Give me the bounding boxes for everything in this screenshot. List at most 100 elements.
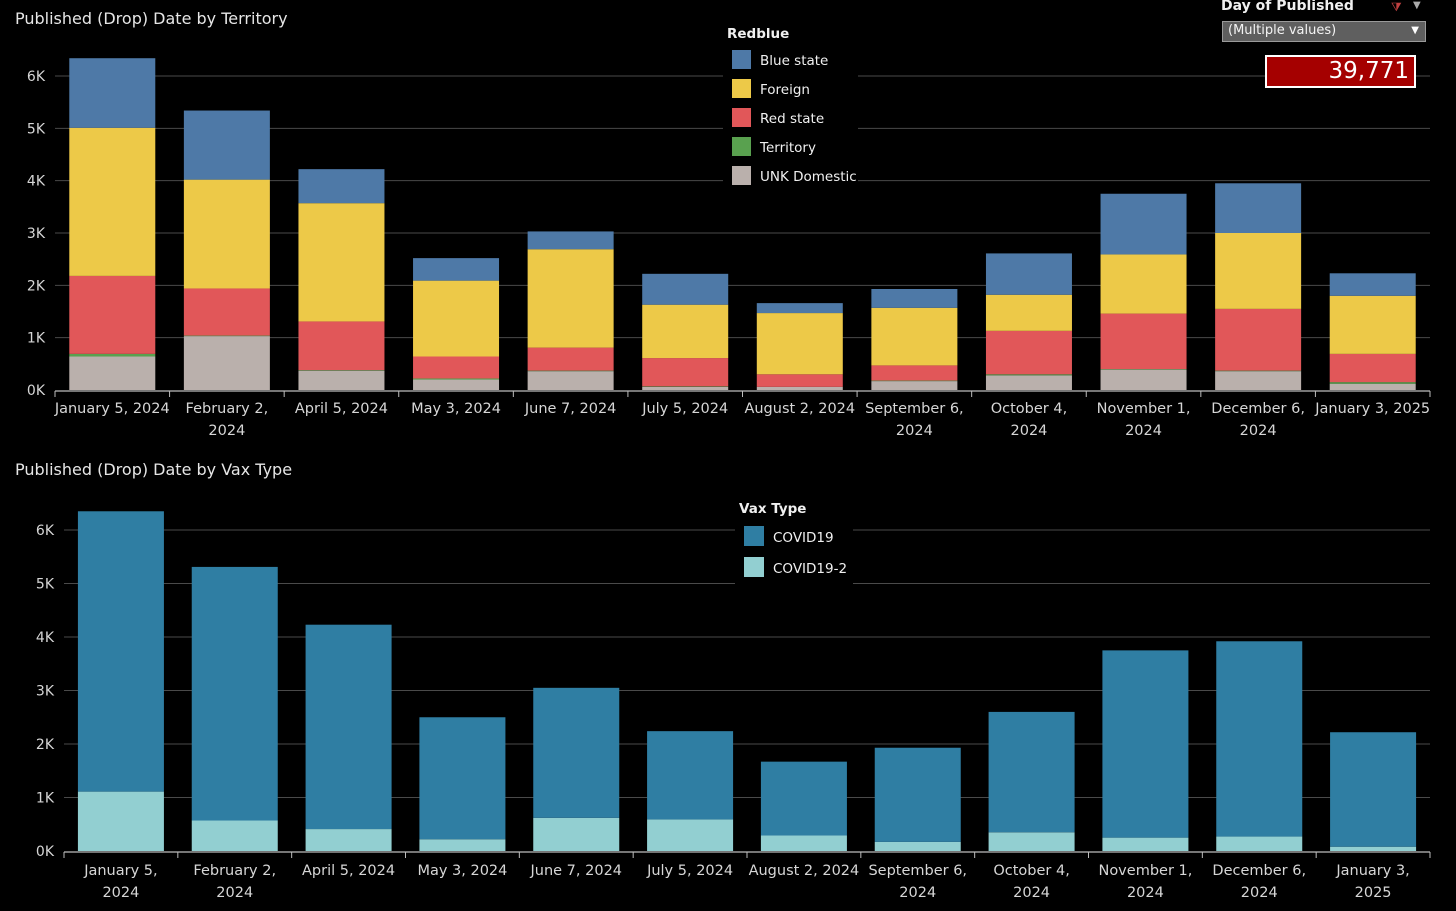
bar-segment-unk-domestic[interactable] (69, 356, 156, 390)
bar-segment-foreign[interactable] (756, 313, 843, 375)
legend-item-label[interactable]: Foreign (760, 82, 810, 98)
bar-segment-foreign[interactable] (985, 294, 1072, 331)
bar-segment-foreign[interactable] (183, 179, 270, 289)
legend-swatch[interactable] (732, 50, 751, 69)
bar-segment-unk-domestic[interactable] (413, 379, 500, 390)
bar-segment-unk-domestic[interactable] (642, 386, 729, 390)
bar-segment-unk-domestic[interactable] (1215, 371, 1302, 390)
bar-segment-territory[interactable] (985, 374, 1072, 376)
bar-segment-blue-state[interactable] (298, 169, 385, 204)
bar-segment-blue-state[interactable] (1329, 273, 1416, 296)
bar-segment-covid19-2[interactable] (647, 819, 734, 851)
bar-segment-foreign[interactable] (642, 304, 729, 359)
bar-segment-foreign[interactable] (413, 280, 500, 357)
legend-swatch[interactable] (732, 108, 751, 127)
bar-segment-foreign[interactable] (527, 249, 614, 348)
bar-segment-covid19-2[interactable] (533, 817, 620, 851)
bar-segment-unk-domestic[interactable] (871, 381, 958, 390)
bar-segment-covid19[interactable] (533, 687, 620, 818)
filter-clear-icon[interactable]: ⧩ (1391, 0, 1402, 14)
bar-segment-red-state[interactable] (183, 288, 270, 336)
bar-segment-red-state[interactable] (298, 321, 385, 371)
bar-segment-red-state[interactable] (69, 275, 156, 354)
bar-segment-unk-domestic[interactable] (1100, 369, 1187, 390)
bar-segment-blue-state[interactable] (871, 288, 958, 308)
bar-segment-territory[interactable] (69, 353, 156, 357)
legend-swatch[interactable] (744, 526, 764, 546)
bar-segment-territory[interactable] (1215, 370, 1302, 372)
bar-segment-covid19[interactable] (988, 711, 1075, 833)
bar-segment-covid19[interactable] (191, 566, 278, 821)
legend-swatch[interactable] (744, 557, 764, 577)
legend-swatch[interactable] (732, 166, 751, 185)
legend-swatch[interactable] (732, 137, 751, 156)
bar-segment-unk-domestic[interactable] (298, 370, 385, 390)
bar-segment-covid19-2[interactable] (760, 835, 847, 851)
legend-item-label[interactable]: Blue state (760, 53, 828, 69)
bar-segment-unk-domestic[interactable] (756, 386, 843, 390)
bar-segment-red-state[interactable] (413, 356, 500, 379)
bar-segment-covid19-2[interactable] (419, 839, 506, 851)
bar-segment-covid19-2[interactable] (191, 820, 278, 851)
bar-segment-blue-state[interactable] (183, 110, 270, 180)
bar-segment-blue-state[interactable] (1100, 193, 1187, 255)
bar-segment-covid19-2[interactable] (1330, 846, 1417, 851)
bar-segment-red-state[interactable] (1100, 313, 1187, 370)
legend-swatch[interactable] (732, 79, 751, 98)
legend-item-label[interactable]: COVID19 (773, 530, 834, 546)
bar-segment-covid19-2[interactable] (305, 829, 392, 851)
bar-segment-red-state[interactable] (527, 347, 614, 371)
bar-segment-foreign[interactable] (871, 307, 958, 366)
bar-segment-foreign[interactable] (1215, 233, 1302, 309)
bar-segment-blue-state[interactable] (642, 273, 729, 305)
bar-segment-territory[interactable] (298, 370, 385, 371)
bar-segment-covid19[interactable] (419, 717, 506, 840)
bar-segment-blue-state[interactable] (413, 258, 500, 281)
bar-segment-blue-state[interactable] (756, 303, 843, 314)
legend-item-label[interactable]: Red state (760, 111, 824, 127)
bar-segment-covid19[interactable] (760, 761, 847, 836)
bar-segment-blue-state[interactable] (985, 253, 1072, 295)
bar-segment-unk-domestic[interactable] (183, 336, 270, 390)
bar-segment-covid19[interactable] (1216, 641, 1303, 837)
bar-segment-unk-domestic[interactable] (527, 371, 614, 390)
bar-segment-covid19[interactable] (77, 511, 164, 792)
bar-segment-foreign[interactable] (1329, 295, 1416, 354)
bar-segment-covid19-2[interactable] (77, 791, 164, 851)
bar-segment-unk-domestic[interactable] (1329, 383, 1416, 390)
bar-segment-red-state[interactable] (1329, 353, 1416, 383)
bar-segment-blue-state[interactable] (527, 231, 614, 250)
bar-segment-red-state[interactable] (756, 374, 843, 387)
bar-segment-territory[interactable] (1100, 369, 1187, 370)
day-of-published-select[interactable]: (Multiple values) ▼ (1222, 21, 1426, 42)
bar-segment-covid19[interactable] (305, 624, 392, 830)
bar-segment-blue-state[interactable] (69, 58, 156, 128)
filter-menu-icon[interactable]: ▼ (1413, 0, 1421, 11)
bar-segment-blue-state[interactable] (1215, 183, 1302, 233)
bar-segment-territory[interactable] (183, 335, 270, 337)
bar-segment-territory[interactable] (527, 370, 614, 372)
bar-segment-unk-domestic[interactable] (985, 375, 1072, 390)
legend-item-label[interactable]: COVID19-2 (773, 561, 847, 577)
bar-segment-foreign[interactable] (298, 203, 385, 322)
bar-segment-territory[interactable] (1329, 382, 1416, 384)
legend-item-label[interactable]: UNK Domestic (760, 169, 857, 185)
bar-segment-red-state[interactable] (642, 358, 729, 387)
bar-segment-covid19-2[interactable] (988, 832, 1075, 851)
bar-segment-territory[interactable] (413, 378, 500, 380)
bar-segment-foreign[interactable] (69, 127, 156, 276)
bar-segment-covid19[interactable] (1330, 732, 1417, 847)
bar-segment-red-state[interactable] (1215, 308, 1302, 371)
bar-segment-red-state[interactable] (985, 330, 1072, 375)
legend-item-label[interactable]: Territory (759, 140, 816, 156)
bar-segment-territory[interactable] (871, 380, 958, 382)
bar-segment-covid19-2[interactable] (1216, 836, 1303, 851)
bar-segment-covid19-2[interactable] (1102, 837, 1189, 851)
bar-segment-covid19-2[interactable] (874, 841, 961, 851)
bar-segment-red-state[interactable] (871, 365, 958, 381)
bar-segment-covid19[interactable] (1102, 650, 1189, 838)
bar-segment-territory[interactable] (642, 386, 729, 387)
bar-segment-covid19[interactable] (874, 747, 961, 842)
bar-segment-foreign[interactable] (1100, 254, 1187, 314)
bar-segment-covid19[interactable] (647, 731, 734, 820)
